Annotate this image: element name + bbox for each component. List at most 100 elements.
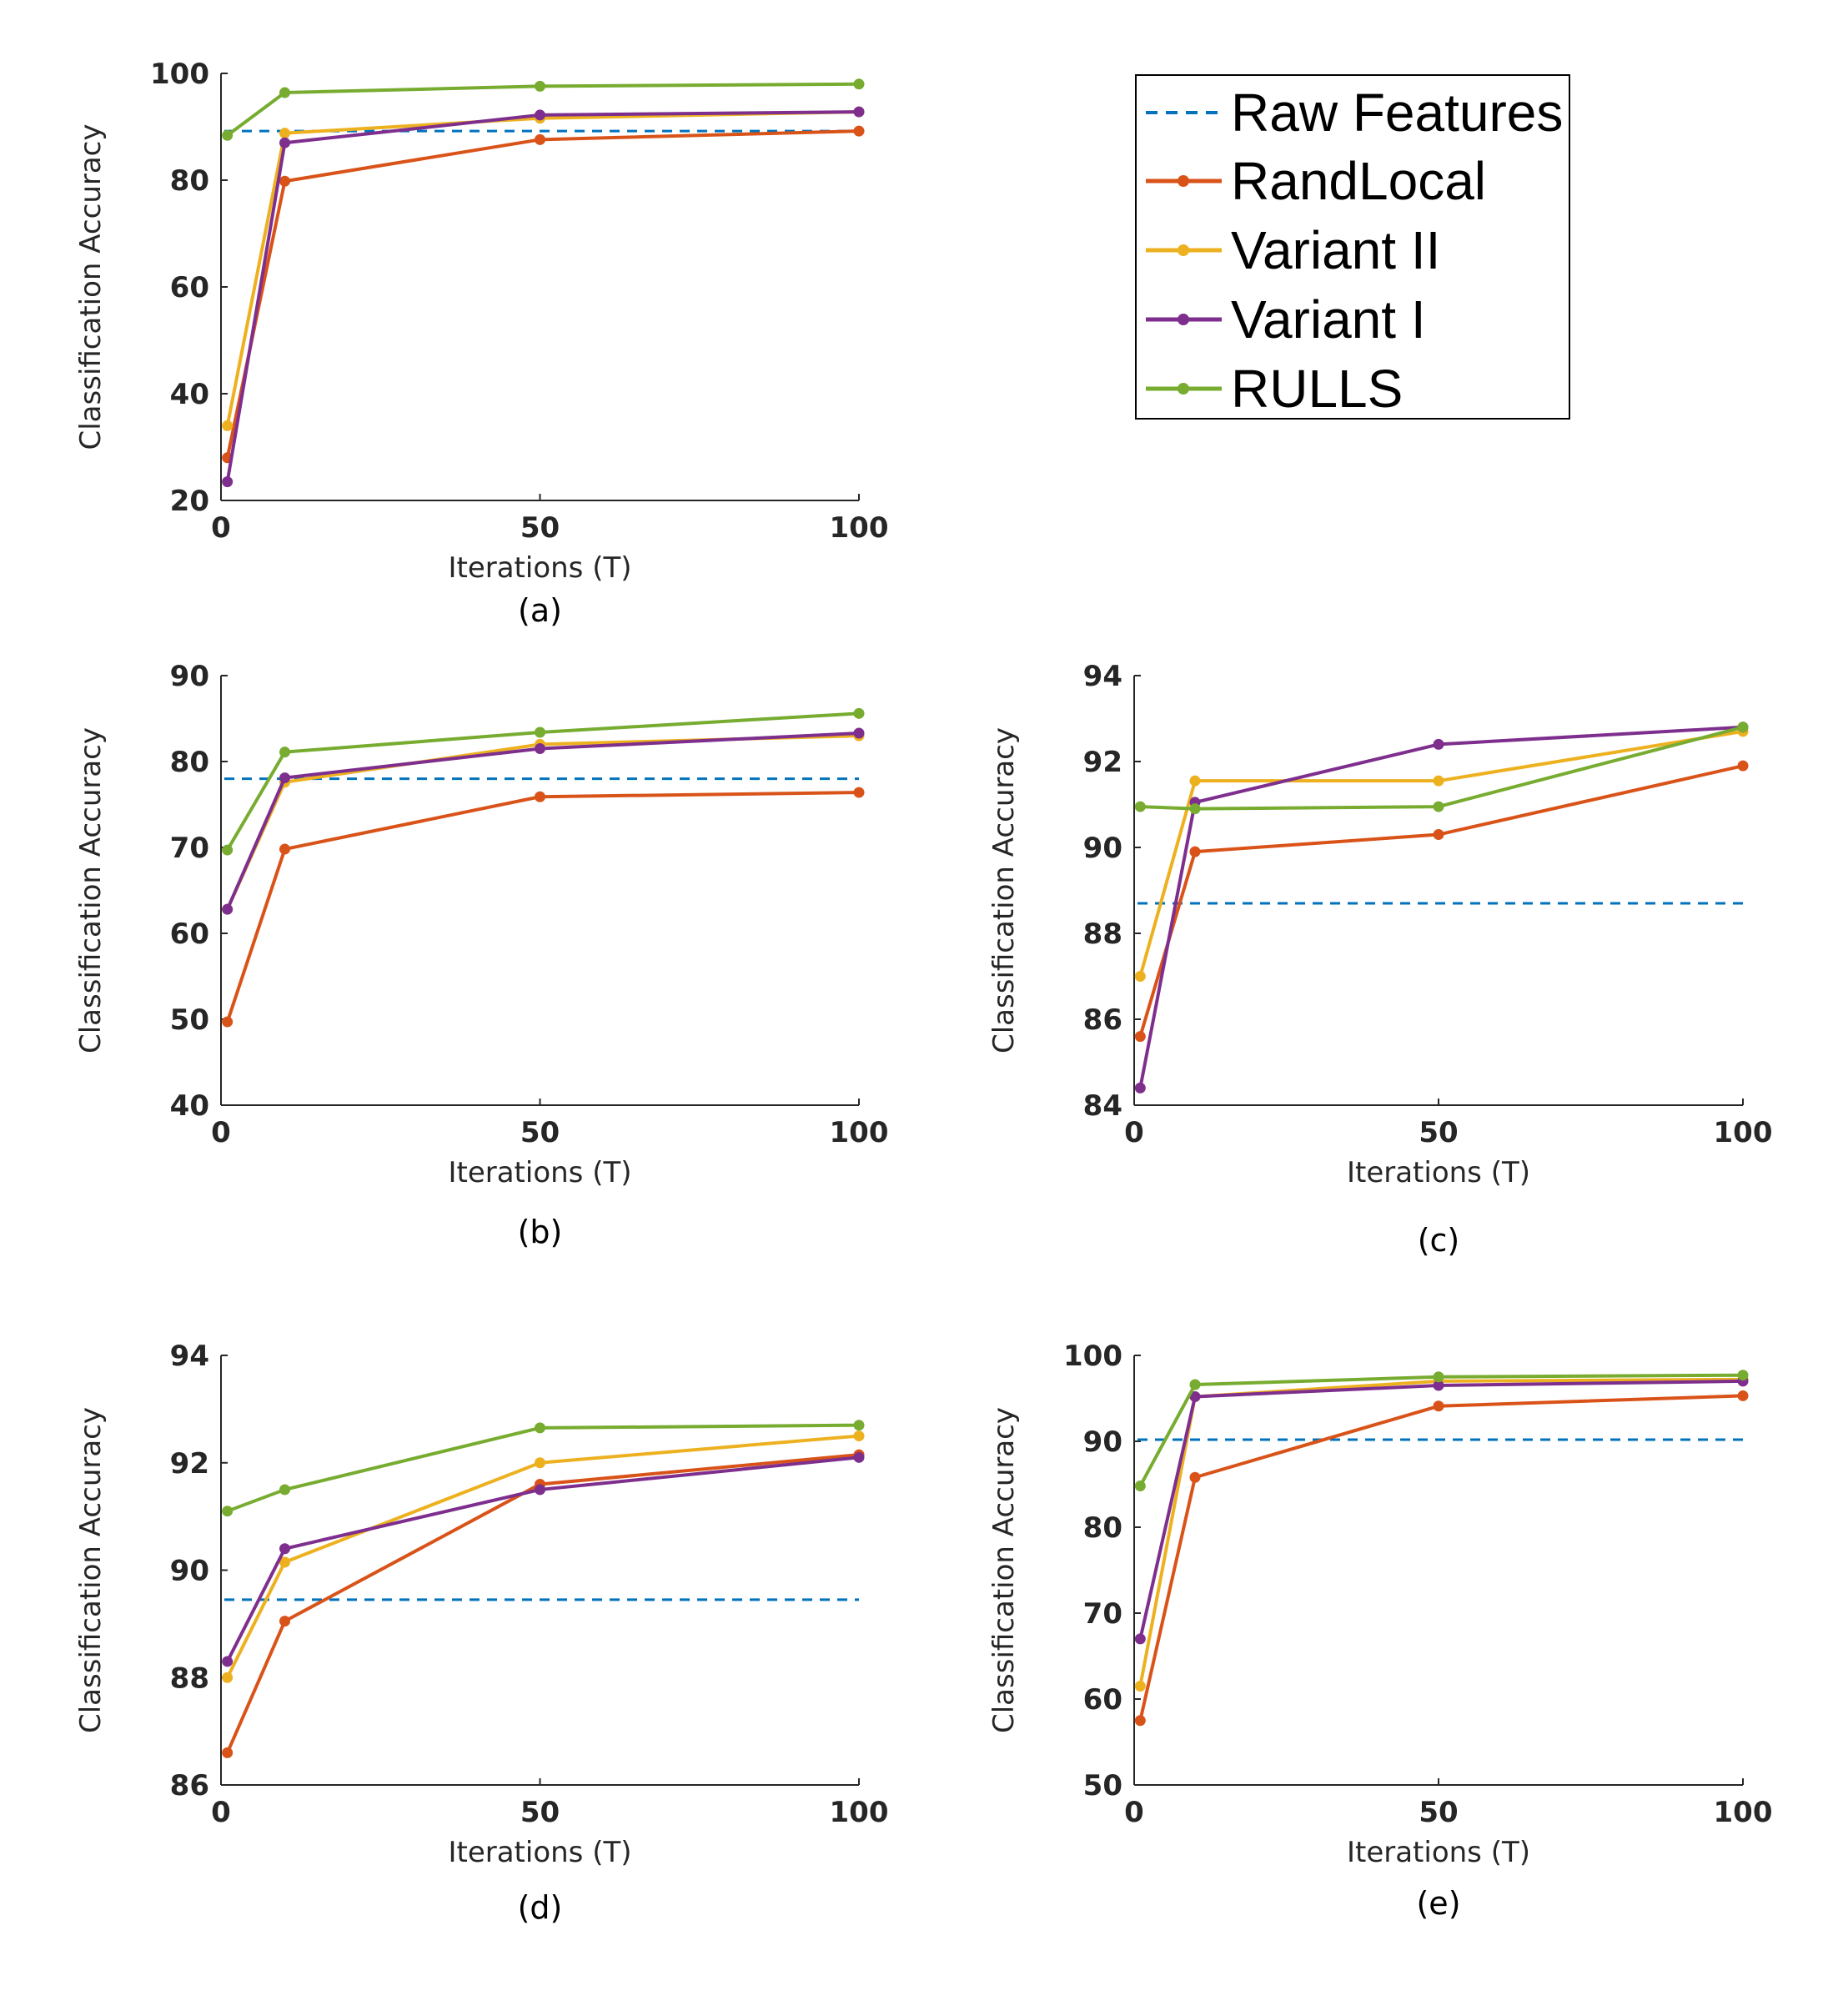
series-line-rulls	[225, 711, 860, 852]
chart-d: 86 88 90 92 94 0 50 100 Iterations (T) Classifica…	[74, 1340, 888, 1926]
y-tick-label: 80	[1083, 1511, 1122, 1545]
legend-marker-rulls	[1178, 383, 1189, 395]
y-tick-label: 50	[170, 1003, 209, 1037]
series-line-variant-i	[225, 110, 860, 482]
data-point-rulls	[853, 78, 865, 90]
data-point-rulls	[853, 707, 865, 719]
data-point-variant-i	[535, 109, 545, 121]
data-point-randlocal	[1189, 1471, 1201, 1483]
data-point-rulls	[1134, 1481, 1146, 1492]
x-tick-label: 100	[1714, 1796, 1773, 1829]
data-point-variant-i	[1134, 1082, 1146, 1093]
data-point-variant-i	[1189, 1390, 1201, 1402]
data-point-randlocal	[853, 125, 865, 137]
data-point-randlocal	[853, 787, 865, 798]
data-point-variant-i	[279, 1543, 290, 1555]
y-tick-label: 90	[1083, 1425, 1122, 1459]
y-tick-label: 80	[170, 746, 209, 779]
data-point-rulls	[1737, 721, 1749, 733]
data-point-randlocal	[1737, 760, 1749, 772]
y-tick-label: 60	[170, 271, 209, 304]
data-point-variant-i	[853, 1451, 865, 1463]
data-point-variant-i	[1134, 1633, 1146, 1645]
data-point-rulls	[1189, 1379, 1201, 1390]
data-point-randlocal	[535, 133, 545, 145]
y-tick-label: 84	[1083, 1089, 1122, 1123]
y-tick-label: 86	[170, 1769, 209, 1802]
y-tick-label: 94	[1083, 660, 1122, 693]
data-point-randlocal	[222, 1016, 234, 1028]
data-point-randlocal	[535, 791, 545, 802]
data-point-variant-i	[279, 772, 290, 784]
x-tick-label: 0	[1124, 1116, 1144, 1149]
data-point-randlocal	[1433, 1400, 1444, 1412]
y-tick-label: 90	[170, 660, 209, 693]
data-point-rulls	[222, 1506, 234, 1517]
y-tick-label: 100	[1063, 1340, 1122, 1373]
series-line-rulls	[226, 82, 860, 137]
series-line-variant-ii	[225, 110, 860, 426]
data-point-variant-ii	[279, 1556, 290, 1568]
series-line-randlocal	[1138, 1394, 1744, 1722]
data-point-variant-i	[535, 1484, 545, 1496]
series-line-variant-i	[1138, 1379, 1744, 1640]
y-tick-label: 92	[170, 1447, 209, 1481]
series-line-variant-ii	[225, 734, 860, 910]
x-tick-label: 50	[1419, 1116, 1458, 1149]
x-tick-label: 0	[211, 1116, 231, 1149]
data-point-variant-i	[279, 137, 290, 148]
x-tick-label: 50	[1419, 1796, 1458, 1829]
data-point-variant-ii	[1134, 971, 1146, 982]
data-point-randlocal	[222, 1747, 234, 1758]
data-point-randlocal	[1189, 846, 1201, 857]
data-point-randlocal	[1737, 1390, 1749, 1401]
y-tick-label: 80	[170, 164, 209, 198]
data-point-variant-ii	[1189, 775, 1201, 787]
panel-caption: (a)	[518, 592, 562, 629]
x-tick-label: 100	[830, 1116, 889, 1149]
data-point-rulls	[535, 80, 545, 92]
y-axis-label: Classification Accuracy	[987, 727, 1021, 1053]
legend-marker-variant-i	[1178, 314, 1189, 325]
y-axis-label: Classification Accuracy	[74, 727, 108, 1053]
x-tick-label: 100	[830, 1796, 889, 1829]
y-tick-label: 70	[1083, 1597, 1122, 1631]
legend-label-variant-i: Variant I	[1231, 289, 1426, 349]
x-axis-label: Iterations (T)	[448, 551, 631, 585]
data-point-variant-ii	[279, 128, 290, 139]
y-tick-label: 88	[170, 1662, 209, 1695]
legend-box	[1135, 74, 1570, 420]
data-point-rulls	[222, 844, 234, 856]
series-line-variant-i	[1138, 725, 1744, 1088]
chart-a: 20 40 60 80 100 0 50 100 Iterations (T) Classific…	[74, 58, 888, 629]
y-axis-label: Classification Accuracy	[74, 1407, 108, 1733]
y-tick-label: 88	[1083, 918, 1122, 951]
y-axis-label: Classification Accuracy	[987, 1407, 1021, 1733]
series-line-variant-ii	[225, 1434, 860, 1679]
data-point-variant-ii	[853, 1430, 865, 1442]
y-tick-label: 50	[1083, 1769, 1122, 1802]
y-axis-label: Classification Accuracy	[74, 124, 108, 450]
data-point-randlocal	[279, 843, 290, 855]
legend-marker-randlocal	[1178, 175, 1189, 187]
data-point-rulls	[279, 747, 290, 758]
x-axis-label: Iterations (T)	[1347, 1156, 1530, 1189]
y-tick-label: 40	[170, 1089, 209, 1123]
panel-caption: (b)	[518, 1214, 563, 1250]
data-point-variant-ii	[1433, 775, 1444, 787]
y-tick-label: 90	[1083, 832, 1122, 865]
data-point-variant-i	[1433, 738, 1444, 750]
series-line-variant-ii	[1138, 1377, 1744, 1687]
data-point-rulls	[1134, 801, 1146, 812]
series-line-rulls	[1140, 725, 1744, 811]
data-point-variant-i	[222, 903, 234, 915]
x-axis-label: Iterations (T)	[1347, 1836, 1530, 1869]
data-point-rulls	[535, 726, 545, 738]
y-tick-label: 86	[1083, 1003, 1122, 1037]
panel-caption: (c)	[1418, 1222, 1460, 1259]
data-point-rulls	[1189, 803, 1201, 815]
data-point-randlocal	[279, 1616, 290, 1627]
